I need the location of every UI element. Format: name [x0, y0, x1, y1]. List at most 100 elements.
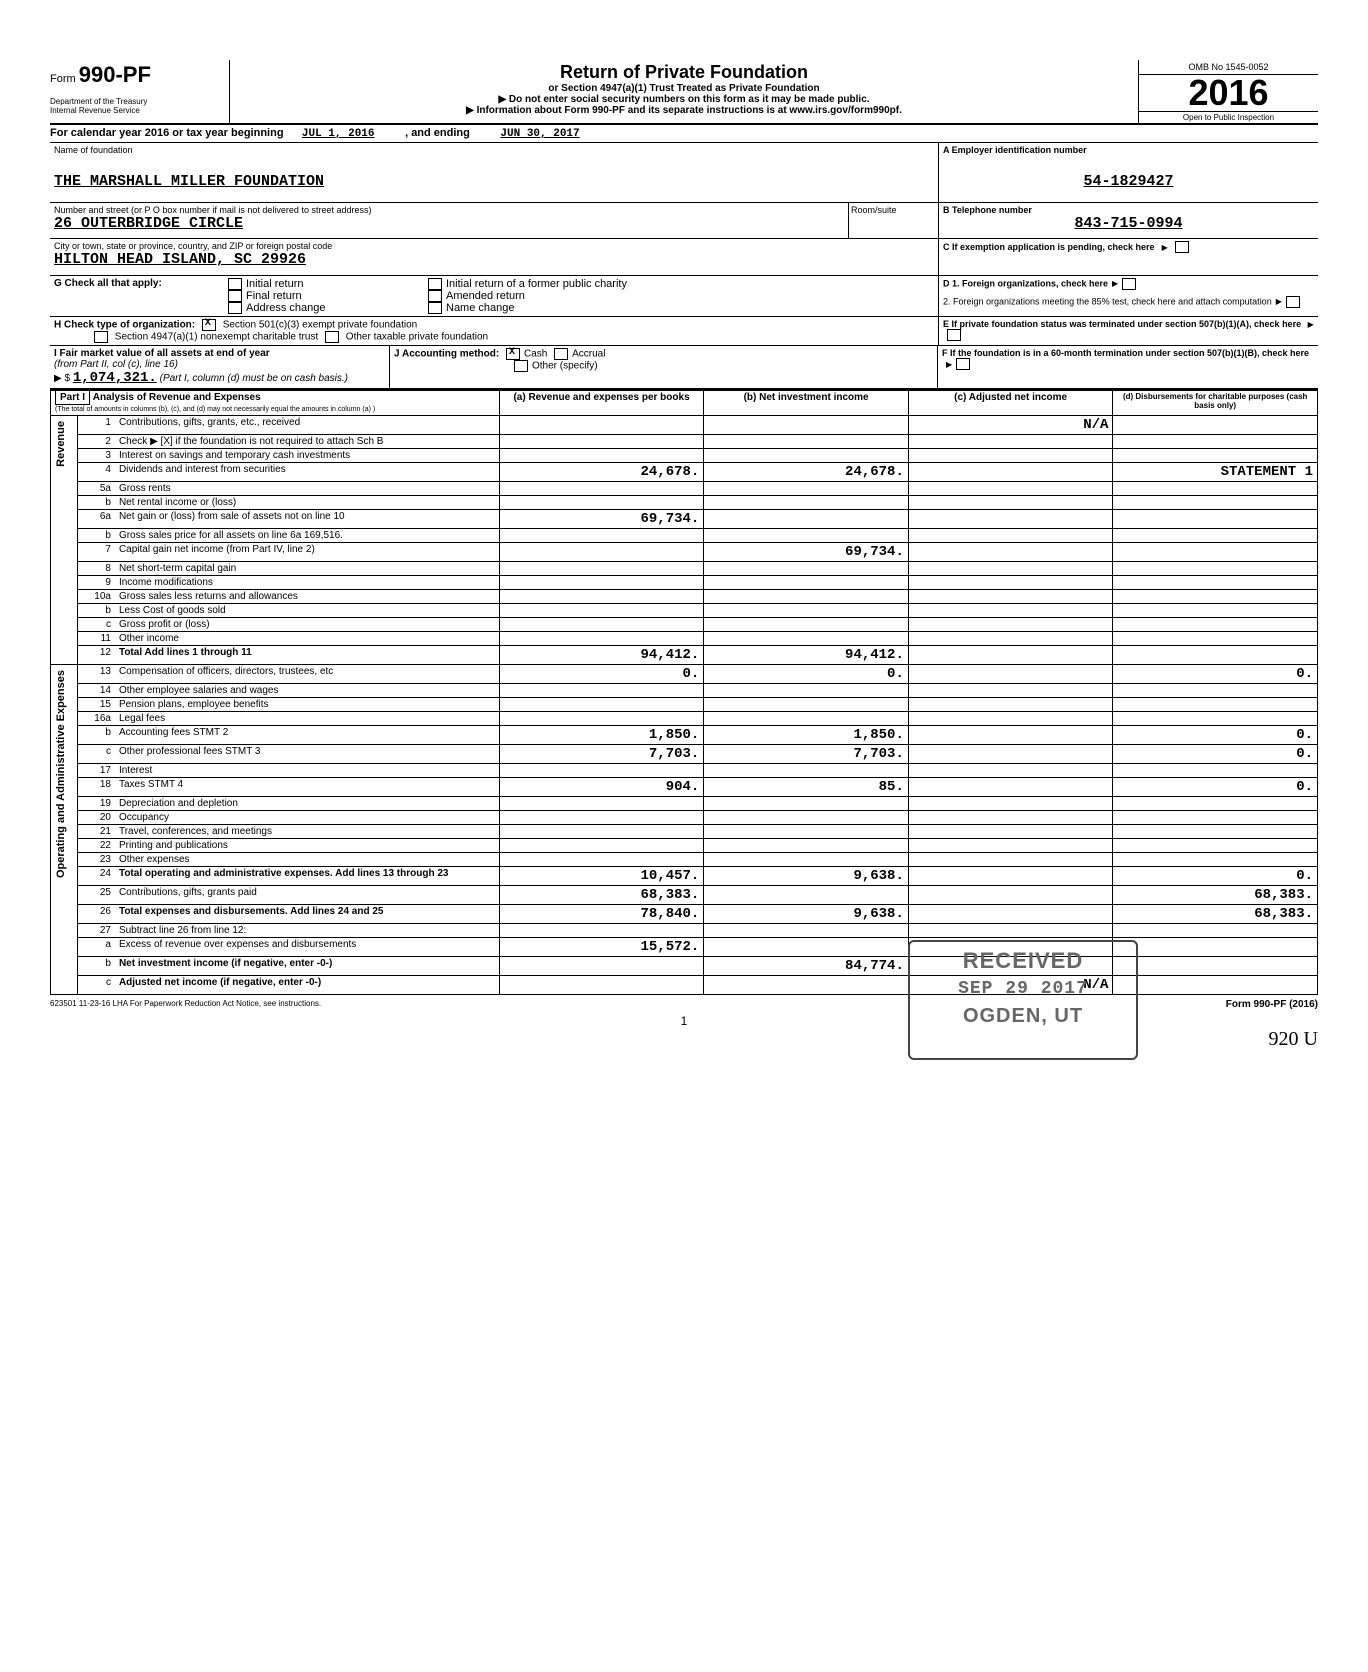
cell-value: 15,572.: [499, 938, 704, 957]
cell-value: 9,638.: [704, 867, 909, 886]
line-description: Other expenses: [115, 853, 499, 867]
d2-checkbox[interactable]: [1286, 296, 1300, 308]
cell-value: [704, 590, 909, 604]
cell-value: [704, 924, 909, 938]
g-amended-return-checkbox[interactable]: [428, 290, 442, 302]
cell-value: [908, 745, 1113, 764]
cell-value: [704, 684, 909, 698]
part1-header: Part I Analysis of Revenue and Expenses …: [51, 391, 500, 416]
table-row: 9Income modifications: [51, 576, 1318, 590]
cell-value: [908, 463, 1113, 482]
line-number: 3: [78, 449, 115, 463]
e-label: E If private foundation status was termi…: [943, 319, 1301, 329]
line-description: Income modifications: [115, 576, 499, 590]
cell-value: [704, 853, 909, 867]
table-row: bNet investment income (if negative, ent…: [51, 957, 1318, 976]
h-4947-checkbox[interactable]: [94, 331, 108, 343]
f-checkbox[interactable]: [956, 358, 970, 370]
i-dollar: ▶ $: [54, 373, 70, 384]
g-former-charity-checkbox[interactable]: [428, 278, 442, 290]
cell-value: [1113, 839, 1318, 853]
col-d-header: (d) Disbursements for charitable purpose…: [1113, 391, 1318, 416]
cell-value: 68,383.: [1113, 905, 1318, 924]
page-number: 1: [50, 1014, 1318, 1028]
j-label: J Accounting method:: [394, 349, 499, 360]
cell-value: [704, 825, 909, 839]
j-other-checkbox[interactable]: [514, 360, 528, 372]
line-description: Total operating and administrative expen…: [115, 867, 499, 886]
cell-value: [499, 416, 704, 435]
cell-value: [908, 562, 1113, 576]
dept-line2: Internal Revenue Service: [50, 107, 225, 116]
cell-value: [1113, 957, 1318, 976]
cell-value: [1113, 811, 1318, 825]
line-description: Excess of revenue over expenses and disb…: [115, 938, 499, 957]
cell-value: [499, 797, 704, 811]
g-opt-0: Initial return: [246, 278, 303, 290]
c-checkbox[interactable]: [1175, 241, 1189, 253]
line-number: 4: [78, 463, 115, 482]
d1-checkbox[interactable]: [1122, 278, 1136, 290]
cell-value: [1113, 416, 1318, 435]
cell-value: [704, 416, 909, 435]
table-row: Revenue1Contributions, gifts, grants, et…: [51, 416, 1318, 435]
header-center: Return of Private Foundation or Section …: [230, 60, 1138, 123]
street-address: 26 OUTERBRIDGE CIRCLE: [54, 215, 934, 232]
table-row: 21Travel, conferences, and meetings: [51, 825, 1318, 839]
form-label: Form: [50, 73, 76, 85]
section-d: D 1. Foreign organizations, check here 2…: [938, 276, 1318, 316]
line-description: Taxes STMT 4: [115, 778, 499, 797]
h-501c3-checkbox[interactable]: [202, 319, 216, 331]
cell-value: [704, 764, 909, 778]
cell-value: [908, 839, 1113, 853]
cell-value: [704, 938, 909, 957]
cell-value: [704, 435, 909, 449]
line-number: 15: [78, 698, 115, 712]
cell-value: 7,703.: [499, 745, 704, 764]
entity-info: Name of foundation THE MARSHALL MILLER F…: [50, 143, 1318, 276]
line-number: a: [78, 938, 115, 957]
g-final-return-checkbox[interactable]: [228, 290, 242, 302]
cell-value: [704, 632, 909, 646]
cell-value: N/A: [908, 416, 1113, 435]
cell-value: N/A: [908, 976, 1113, 995]
cell-value: [1113, 698, 1318, 712]
table-row: bNet rental income or (loss): [51, 496, 1318, 510]
line-number: 21: [78, 825, 115, 839]
i-amount: 1,074,321.: [73, 370, 157, 386]
line-number: 23: [78, 853, 115, 867]
cell-value: [1113, 590, 1318, 604]
g-name-change-checkbox[interactable]: [428, 302, 442, 314]
table-row: 6aNet gain or (loss) from sale of assets…: [51, 510, 1318, 529]
cell-value: [908, 665, 1113, 684]
j-accrual-checkbox[interactable]: [554, 348, 568, 360]
d2-label: 2. Foreign organizations meeting the 85%…: [943, 296, 1272, 306]
cell-value: [908, 938, 1113, 957]
table-row: 16aLegal fees: [51, 712, 1318, 726]
c-label: C If exemption application is pending, c…: [943, 242, 1155, 252]
g-address-change-checkbox[interactable]: [228, 302, 242, 314]
g-opt-4: Amended return: [446, 290, 525, 302]
table-row: cOther professional fees STMT 37,703.7,7…: [51, 745, 1318, 764]
line-number: b: [78, 957, 115, 976]
line-number: 17: [78, 764, 115, 778]
j-cash-checkbox[interactable]: [506, 348, 520, 360]
cell-value: [704, 886, 909, 905]
table-row: 7Capital gain net income (from Part IV, …: [51, 543, 1318, 562]
f-label: F If the foundation is in a 60-month ter…: [942, 348, 1309, 358]
g-initial-return-checkbox[interactable]: [228, 278, 242, 290]
cell-value: 904.: [499, 778, 704, 797]
cell-value: [908, 618, 1113, 632]
j-cash: Cash: [524, 349, 547, 360]
line-description: Net short-term capital gain: [115, 562, 499, 576]
h-opt2: Section 4947(a)(1) nonexempt charitable …: [115, 332, 318, 343]
cell-value: [499, 435, 704, 449]
cal-end: JUN 30, 2017: [500, 128, 579, 140]
table-row: 14Other employee salaries and wages: [51, 684, 1318, 698]
cell-value: [908, 905, 1113, 924]
cell-value: [1113, 938, 1318, 957]
cell-value: [499, 924, 704, 938]
h-other-checkbox[interactable]: [325, 331, 339, 343]
e-checkbox[interactable]: [947, 329, 961, 341]
line-description: Interest on savings and temporary cash i…: [115, 449, 499, 463]
